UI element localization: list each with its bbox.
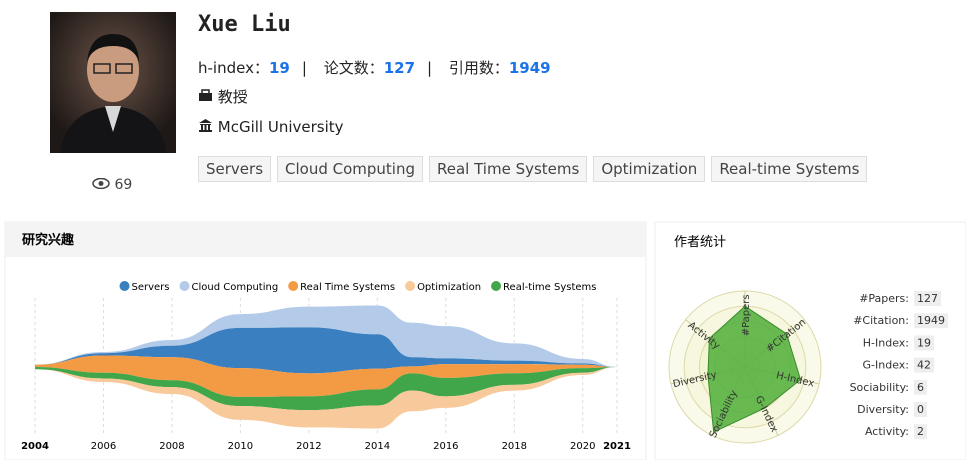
affiliation-row: McGill University bbox=[198, 118, 344, 136]
legend-label: Optimization bbox=[417, 282, 481, 293]
x-tick-label: 2021 bbox=[603, 441, 631, 452]
legend-label: Cloud Computing bbox=[192, 282, 279, 293]
stat-value-box bbox=[914, 291, 941, 306]
stat-value: 19 bbox=[917, 336, 931, 349]
metric-label: 论文数： bbox=[323, 59, 384, 77]
tag[interactable]: Optimization bbox=[593, 156, 706, 182]
x-tick-label: 2018 bbox=[502, 441, 527, 452]
legend-swatch bbox=[179, 281, 190, 291]
stat-label: Activity: bbox=[865, 425, 909, 438]
stat-label: Sociability: bbox=[850, 381, 909, 394]
radar-shape bbox=[707, 305, 802, 433]
metric-value: 19 bbox=[268, 59, 290, 77]
legend-label: Real Time Systems bbox=[300, 282, 395, 293]
stat-value-box bbox=[914, 335, 934, 351]
tag-list: Servers Cloud Computing Real Time Systems O… bbox=[198, 156, 868, 182]
radar-axis-label: #Papers bbox=[741, 294, 752, 336]
stat-label: H-Index: bbox=[863, 336, 909, 349]
legend-swatch bbox=[119, 281, 130, 291]
metrics: h-index：19 | 论文数：127 | 引用数：1949 bbox=[198, 57, 563, 78]
position-icon bbox=[199, 89, 212, 101]
stream-area bbox=[35, 355, 617, 397]
stream-area bbox=[35, 305, 617, 367]
panel-title: 作者统计 bbox=[674, 235, 726, 250]
stat-value: 6 bbox=[917, 381, 924, 394]
stat-value: 2 bbox=[917, 425, 924, 438]
author-name: Xue Liu bbox=[198, 12, 291, 37]
tag[interactable]: Real-time Systems bbox=[711, 156, 868, 182]
stat-value-box bbox=[914, 313, 948, 329]
stat-value-box bbox=[914, 402, 927, 417]
position-row: 教授 bbox=[198, 86, 248, 107]
stat-label: #Citation: bbox=[853, 314, 909, 327]
metric-label: 引用数： bbox=[448, 59, 509, 77]
x-tick-label: 2004 bbox=[21, 441, 49, 452]
x-tick-label: 2006 bbox=[91, 441, 116, 452]
stat-value: 127 bbox=[917, 292, 938, 305]
x-tick-label: 2016 bbox=[433, 441, 458, 452]
stream-area bbox=[35, 367, 617, 411]
separator: | bbox=[427, 59, 433, 77]
stream-area bbox=[35, 367, 617, 429]
x-tick-label: 2008 bbox=[159, 441, 184, 452]
stat-value-box bbox=[914, 424, 927, 440]
x-tick-label: 2012 bbox=[296, 441, 321, 452]
stream-area bbox=[35, 327, 617, 374]
panel-title: 研究兴趣 bbox=[22, 232, 75, 248]
x-tick-label: 2020 bbox=[570, 441, 595, 452]
stat-label: G-Index: bbox=[863, 359, 909, 372]
stat-value-box bbox=[914, 379, 927, 395]
position: 教授 bbox=[217, 88, 248, 106]
eye-icon bbox=[92, 177, 110, 190]
x-tick-label: 2014 bbox=[365, 441, 390, 452]
legend-swatch bbox=[288, 281, 299, 291]
stat-value: 42 bbox=[917, 359, 931, 372]
stat-label: Diversity: bbox=[857, 403, 909, 416]
stat-value-box bbox=[914, 357, 934, 373]
metric-value: 1949 bbox=[508, 59, 551, 77]
affiliation: McGill University bbox=[217, 118, 344, 136]
tag[interactable]: Real Time Systems bbox=[429, 156, 588, 182]
views: 69 bbox=[92, 177, 132, 193]
metric-value: 127 bbox=[383, 59, 416, 77]
tag[interactable]: Cloud Computing bbox=[277, 156, 423, 182]
tag[interactable]: Servers bbox=[198, 156, 272, 182]
stat-label: #Papers: bbox=[859, 292, 909, 305]
avatar bbox=[50, 12, 176, 153]
legend-label: Real-time Systems bbox=[503, 282, 596, 293]
interest-header bbox=[5, 222, 646, 257]
legend-swatch bbox=[491, 281, 502, 291]
metric-label: h-index： bbox=[198, 59, 269, 77]
view-count: 69 bbox=[114, 177, 133, 193]
stat-value: 0 bbox=[917, 403, 924, 416]
legend-swatch bbox=[405, 281, 416, 291]
x-tick-label: 2010 bbox=[228, 441, 253, 452]
stat-value: 1949 bbox=[917, 314, 945, 327]
separator: | bbox=[301, 59, 307, 77]
affiliation-icon bbox=[199, 119, 212, 132]
legend-label: Servers bbox=[132, 282, 170, 293]
